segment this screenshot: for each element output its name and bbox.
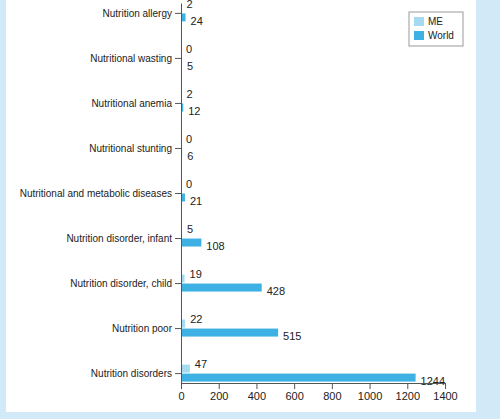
y-tick-mark bbox=[175, 148, 181, 149]
y-axis-line bbox=[181, 4, 182, 384]
bar bbox=[181, 329, 278, 337]
legend-box bbox=[409, 12, 463, 46]
x-axis-line bbox=[182, 383, 446, 384]
x-axis: 0 200 400 600 800 1000 1200 1400 bbox=[178, 383, 457, 402]
y-tick-mark bbox=[175, 58, 181, 59]
x-tick-label: 200 bbox=[210, 390, 228, 402]
data-label: 5 bbox=[187, 223, 193, 235]
y-tick-label: Nutritional anemia bbox=[91, 98, 172, 109]
y-tick-label: Nutrition allergy bbox=[103, 8, 172, 19]
x-tick-mark bbox=[370, 383, 371, 389]
y-tick: Nutrition poor bbox=[112, 323, 181, 334]
y-tick-label: Nutritional wasting bbox=[90, 53, 172, 64]
y-tick: Nutrition disorder, infant bbox=[66, 233, 181, 244]
data-label: 24 bbox=[191, 15, 203, 27]
y-tick-mark bbox=[175, 283, 181, 284]
x-tick-mark bbox=[332, 383, 333, 389]
data-label: 2 bbox=[186, 88, 192, 100]
bar bbox=[181, 284, 262, 292]
y-tick-label: Nutrition disorders bbox=[91, 368, 172, 379]
y-tick-label: Nutritional stunting bbox=[89, 143, 172, 154]
data-label: 6 bbox=[187, 150, 193, 162]
data-label: 1244 bbox=[421, 375, 445, 387]
x-tick-mark bbox=[294, 383, 295, 389]
data-label: 2 bbox=[186, 0, 192, 10]
data-label: 19 bbox=[190, 268, 202, 280]
x-tick-label: 400 bbox=[248, 390, 266, 402]
x-tick: 1200 bbox=[396, 383, 420, 402]
data-label: 5 bbox=[187, 60, 193, 72]
data-label: 22 bbox=[190, 313, 202, 325]
y-tick: Nutritional stunting bbox=[89, 143, 181, 154]
data-label: 0 bbox=[186, 43, 192, 55]
x-tick-label: 0 bbox=[178, 390, 184, 402]
y-tick: Nutritional wasting bbox=[90, 53, 181, 64]
bar bbox=[181, 365, 190, 373]
x-tick-label: 1200 bbox=[396, 390, 420, 402]
y-tick: Nutritional and metabolic diseases bbox=[20, 188, 181, 199]
data-label: 515 bbox=[283, 330, 301, 342]
y-tick: Nutrition disorders bbox=[91, 368, 181, 379]
y-tick-mark bbox=[175, 238, 181, 239]
y-tick: Nutritional anemia bbox=[91, 98, 181, 109]
y-tick: Nutrition disorder, child bbox=[70, 278, 181, 289]
y-tick-mark bbox=[175, 193, 181, 194]
x-tick: 800 bbox=[323, 383, 341, 402]
x-tick-mark bbox=[445, 383, 446, 389]
data-label: 0 bbox=[186, 178, 192, 190]
y-tick-mark bbox=[175, 103, 181, 104]
x-tick-mark bbox=[181, 383, 182, 389]
x-tick-mark bbox=[407, 383, 408, 389]
y-tick-mark bbox=[175, 328, 181, 329]
legend-label: ME bbox=[428, 16, 443, 27]
data-label: 12 bbox=[188, 105, 200, 117]
x-tick: 400 bbox=[248, 383, 266, 402]
x-tick-label: 600 bbox=[285, 390, 303, 402]
bar bbox=[181, 239, 201, 247]
y-tick-mark bbox=[175, 13, 181, 14]
bar bbox=[181, 374, 416, 382]
x-tick: 1000 bbox=[358, 383, 382, 402]
y-tick-mark bbox=[175, 373, 181, 374]
legend: ME World bbox=[409, 12, 463, 46]
data-label: 108 bbox=[206, 240, 224, 252]
y-tick-label: Nutrition disorder, infant bbox=[66, 233, 172, 244]
data-label: 0 bbox=[186, 133, 192, 145]
y-tick-label: Nutritional and metabolic diseases bbox=[20, 188, 172, 199]
x-tick-label: 800 bbox=[323, 390, 341, 402]
bars bbox=[181, 4, 416, 381]
y-tick-label: Nutrition poor bbox=[112, 323, 173, 334]
data-label: 21 bbox=[190, 195, 202, 207]
x-tick-label: 1000 bbox=[358, 390, 382, 402]
x-tick: 0 bbox=[178, 383, 184, 402]
y-axis: Nutrition allergy Nutritional wasting Nutr… bbox=[20, 4, 182, 384]
x-tick: 200 bbox=[210, 383, 228, 402]
y-tick: Nutrition allergy bbox=[103, 8, 181, 19]
data-label: 47 bbox=[195, 358, 207, 370]
x-tick: 1400 bbox=[433, 383, 457, 402]
x-tick-label: 1400 bbox=[433, 390, 457, 402]
x-tick: 600 bbox=[285, 383, 303, 402]
data-labels: 2 0 2 0 0 5 19 22 47 24 5 12 6 21 108 428 515 1244 bbox=[186, 0, 445, 387]
y-tick-label: Nutrition disorder, child bbox=[70, 278, 172, 289]
legend-label: World bbox=[428, 30, 454, 41]
chart: 2020051922472451262110842851512440200400… bbox=[0, 0, 500, 419]
panel bbox=[6, 0, 476, 412]
x-tick-mark bbox=[256, 383, 257, 389]
data-label: 428 bbox=[267, 285, 285, 297]
legend-swatch bbox=[414, 31, 424, 40]
legend-swatch bbox=[414, 17, 424, 26]
x-tick-mark bbox=[219, 383, 220, 389]
